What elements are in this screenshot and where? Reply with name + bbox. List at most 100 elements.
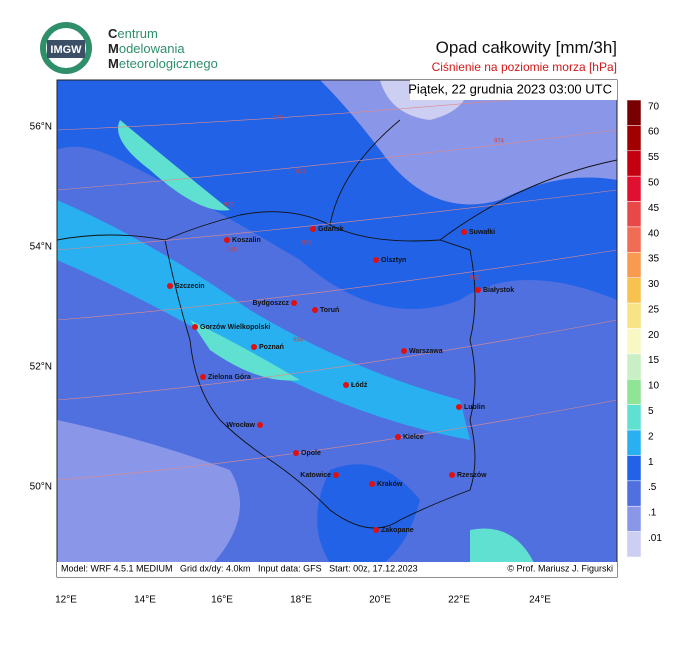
city-dot	[200, 374, 206, 380]
city-dot	[449, 472, 455, 478]
city-label: Kielce	[403, 434, 424, 441]
legend-label: 5	[648, 406, 654, 417]
lon-label: 16°E	[211, 595, 233, 606]
legend-label: 30	[648, 279, 660, 290]
isobars	[57, 89, 617, 481]
legend-swatch	[626, 125, 642, 152]
legend-swatch	[626, 201, 642, 228]
legend-label: 45	[648, 203, 660, 214]
org-line: Meteorologicznego	[108, 56, 218, 71]
city-dot	[373, 527, 379, 533]
isobar-label: 974	[296, 170, 307, 176]
org-name: Centrum Modelowania Meteorologicznego	[108, 26, 218, 71]
org-line: Modelowania	[108, 41, 185, 56]
city-label: Białystok	[483, 287, 514, 294]
legend-swatch	[626, 353, 642, 380]
city-label: Zakopane	[381, 527, 414, 534]
legend-swatch	[626, 455, 642, 482]
legend-swatch	[626, 175, 642, 202]
city-dot	[343, 382, 349, 388]
city-label: Lublin	[464, 404, 485, 411]
city-label: Wrocław	[226, 422, 255, 429]
legend-swatch	[626, 404, 642, 431]
city-dot	[395, 434, 401, 440]
city-label: Koszalin	[232, 237, 261, 244]
city-label: Łódź	[351, 382, 368, 389]
city-dot	[373, 257, 379, 263]
legend-label: 50	[648, 178, 660, 189]
lat-label: 50°N	[30, 482, 52, 493]
footer-box	[57, 562, 617, 577]
lon-label: 20°E	[369, 595, 391, 606]
city-dot	[369, 481, 375, 487]
legend-label: 35	[648, 254, 660, 265]
city-label: Bydgoszcz	[252, 300, 289, 307]
city-label: Olsztyn	[381, 257, 406, 264]
legend-label: 25	[648, 304, 660, 315]
city-label: Poznań	[259, 344, 284, 351]
city-dot	[475, 287, 481, 293]
lon-label: 24°E	[529, 595, 551, 606]
city-label: Suwałki	[469, 229, 495, 236]
legend-swatch	[626, 226, 642, 253]
logo-text: IMGW	[50, 44, 82, 56]
lon-label: 22°E	[448, 595, 470, 606]
title: Opad całkowity [mm/3h]	[435, 38, 617, 57]
legend-swatch	[626, 531, 642, 558]
city-label: Opole	[301, 450, 321, 457]
city-dot	[461, 229, 467, 235]
isobar-label: 972	[273, 116, 284, 122]
legend-label: 1	[648, 457, 654, 468]
isobar-label: 984	[293, 338, 304, 344]
city-label: Zielona Góra	[208, 374, 251, 381]
city-dot	[401, 348, 407, 354]
legend-swatch	[626, 379, 642, 405]
lon-label: 12°E	[55, 595, 77, 606]
org-line: Centrum	[108, 26, 158, 41]
legend-label: 10	[648, 381, 660, 392]
legend-label: 15	[648, 355, 660, 366]
city-dot	[192, 324, 198, 330]
city-label: Gdańsk	[318, 226, 344, 233]
city-dot	[167, 283, 173, 289]
legend-swatch	[626, 99, 642, 126]
city-label: Gorzów Wielkopolski	[200, 324, 270, 331]
date: Piątek, 22 grudnia 2023 03:00 UTC	[408, 81, 612, 96]
legend-label: 20	[648, 330, 660, 341]
legend-swatch	[626, 505, 642, 532]
city-dot	[312, 307, 318, 313]
legend-label: 60	[648, 127, 660, 138]
city-dot	[310, 226, 316, 232]
city-dot	[251, 344, 257, 350]
isobar-label: 974	[494, 139, 505, 145]
borders	[57, 119, 617, 529]
city-label: Toruń	[320, 307, 339, 314]
city-label: Warszawa	[409, 348, 443, 355]
lon-label: 14°E	[134, 595, 156, 606]
legend-swatch	[626, 150, 642, 177]
lat-label: 54°N	[30, 242, 52, 253]
city-dot	[224, 237, 230, 243]
legend-swatch	[626, 302, 642, 329]
legend-swatch	[626, 252, 642, 278]
legend-swatch	[626, 277, 642, 304]
legend-label: 40	[648, 228, 660, 239]
city-dot	[293, 450, 299, 456]
legend-label: 70	[648, 101, 660, 112]
lat-label: 56°N	[30, 122, 52, 133]
city-dot	[257, 422, 263, 428]
lon-label: 18°E	[290, 595, 312, 606]
legend-swatch	[626, 480, 642, 507]
city-dot	[456, 404, 462, 410]
legend-swatch	[626, 328, 642, 355]
lat-label: 52°N	[30, 362, 52, 373]
city-dot	[291, 300, 297, 306]
footer-right: © Prof. Mariusz J. Figurski	[507, 563, 613, 573]
city-dot	[333, 472, 339, 478]
isobar-label: 982	[470, 276, 481, 282]
city-label: Rzeszów	[457, 472, 487, 479]
city-label: Szczecin	[175, 283, 205, 290]
logo: IMGW	[40, 22, 92, 74]
